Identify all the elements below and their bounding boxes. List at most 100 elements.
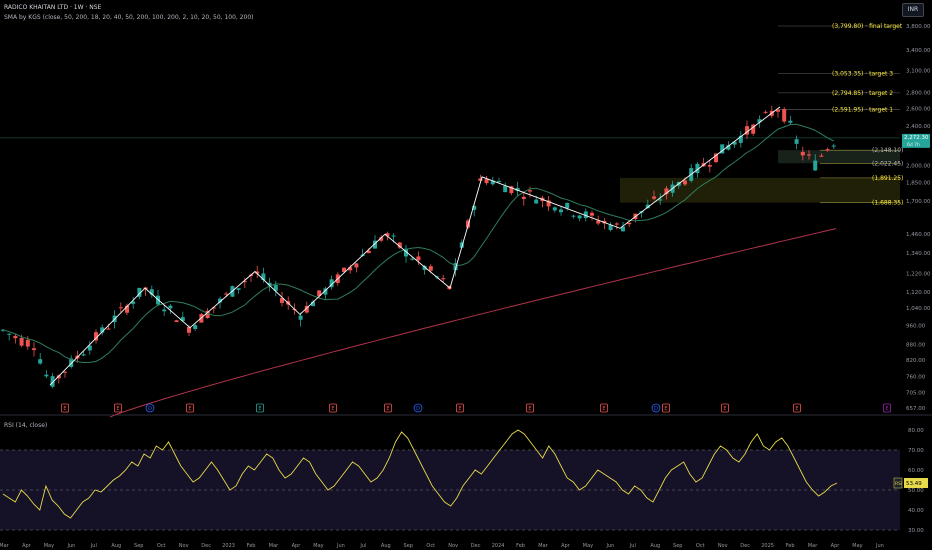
earnings-marker: [456, 403, 464, 413]
candle: [664, 188, 669, 195]
candle: [757, 119, 762, 123]
y-tick-label: 2,600.00: [906, 107, 931, 113]
candle: [13, 335, 18, 339]
event-marker-label: E: [258, 406, 261, 412]
candle: [32, 348, 36, 351]
candle: [565, 202, 570, 209]
x-tick-label: Aug: [650, 543, 660, 549]
candle: [509, 186, 514, 194]
x-tick-label: May: [313, 543, 323, 549]
candle: [280, 298, 284, 303]
x-tick-label: Feb: [247, 543, 256, 549]
price-level-label: (2,591.95) · target 1: [832, 106, 893, 113]
candle: [614, 223, 619, 225]
candle: [63, 371, 67, 373]
y-tick-label: 960.00: [906, 323, 926, 329]
candle: [788, 120, 793, 123]
currency-button[interactable]: INR: [902, 3, 924, 17]
candle: [69, 358, 74, 367]
earnings-marker: [526, 403, 534, 413]
x-tick-label: Jun: [875, 543, 884, 549]
candle: [81, 354, 86, 356]
x-tick-label: Apr: [22, 543, 32, 549]
dividend-marker: [651, 403, 661, 413]
candle: [50, 376, 55, 387]
x-tick-label: Mar: [0, 543, 10, 549]
x-tick-label: Dec: [201, 543, 211, 549]
last-price-countdown: 6d 7h: [907, 142, 920, 148]
candle: [707, 165, 712, 167]
candle: [391, 235, 396, 237]
x-tick-label: Apr: [831, 543, 841, 549]
candle: [44, 374, 49, 377]
event-marker-label: D: [654, 406, 658, 412]
candle: [416, 256, 421, 261]
candle: [825, 149, 830, 151]
x-tick-label: May: [583, 543, 593, 549]
x-tick-label: Apr: [561, 543, 571, 549]
price-level-label: (2,794.85) · target 2: [832, 90, 893, 97]
candle: [385, 233, 390, 237]
candle: [490, 180, 495, 185]
x-tick-label: 2023: [222, 543, 235, 549]
price-level-label: (2,148.10): [872, 147, 903, 154]
rsi-tag: [893, 477, 903, 489]
rsi-y-tick: 70.00: [908, 448, 924, 454]
x-tick-label: May: [44, 543, 54, 549]
candle: [590, 212, 594, 216]
candle: [100, 327, 105, 333]
candle: [732, 141, 737, 145]
candle: [397, 242, 402, 248]
dividend-marker: [145, 403, 155, 413]
candle: [7, 333, 12, 335]
candle: [726, 145, 731, 150]
candle: [534, 199, 539, 204]
candle: [807, 154, 811, 156]
x-tick-label: Aug: [111, 543, 121, 549]
x-tick-label: Dec: [471, 543, 481, 549]
candle: [546, 200, 551, 207]
event-marker-label: E: [664, 406, 667, 412]
candle: [596, 220, 601, 224]
candle: [503, 185, 508, 193]
candle: [118, 307, 123, 309]
candle: [422, 265, 427, 270]
candle: [528, 190, 532, 192]
event-marker-label: E: [602, 406, 605, 412]
candle: [56, 375, 61, 379]
candle: [714, 153, 718, 163]
x-tick-label: Jul: [359, 543, 366, 549]
rsi-line: [2, 429, 838, 519]
symbol-title: RADICO KHAITAN LTD · 1W · NSE: [4, 4, 102, 11]
candle: [571, 215, 576, 217]
candle: [478, 178, 483, 181]
y-tick-label: 880.00: [906, 342, 926, 348]
y-tick-label: 1,120.00: [906, 290, 931, 296]
x-tick-label: 2024: [492, 543, 505, 549]
candle: [645, 204, 650, 209]
candle: [745, 126, 749, 135]
candle: [348, 267, 353, 271]
x-tick-label: Dec: [740, 543, 750, 549]
candle: [193, 325, 198, 330]
candle: [317, 290, 322, 297]
x-tick-label: Jul: [629, 543, 636, 549]
candle: [125, 305, 129, 313]
candle: [658, 199, 663, 201]
y-tick-label: 2,400.00: [906, 124, 931, 130]
candle: [87, 345, 92, 351]
last-price-badge: [902, 133, 930, 148]
y-tick-label: 1,220.00: [906, 271, 931, 277]
earnings-marker: [114, 403, 122, 413]
rsi-y-tick: 40.00: [908, 508, 924, 514]
candle: [187, 326, 191, 333]
dividend-marker: [413, 403, 423, 413]
consolidation-zone: [778, 150, 900, 164]
x-tick-label: Sep: [673, 543, 682, 549]
candle: [137, 287, 142, 297]
candle: [162, 309, 167, 312]
candle: [224, 293, 229, 295]
candle: [168, 305, 173, 309]
candle: [627, 222, 632, 225]
